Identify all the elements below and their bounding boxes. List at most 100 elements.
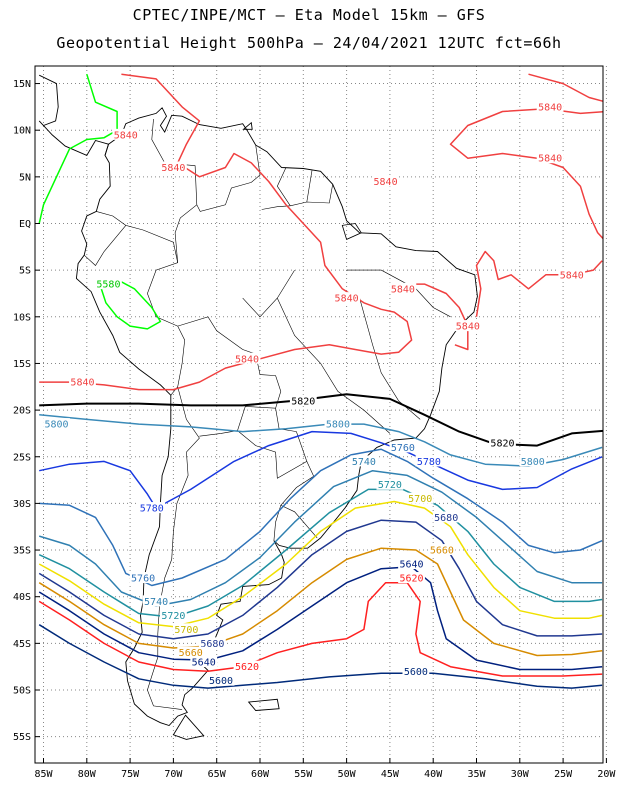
contour-label-bg: [389, 441, 417, 453]
contour-label-bg: [95, 278, 122, 290]
contour-5580: [38, 73, 118, 224]
contour-label: 5660: [430, 546, 454, 557]
contour-label-bg: [558, 268, 586, 280]
contour-label: 5600: [404, 667, 428, 678]
contour-label-bg: [406, 492, 434, 504]
contour-label: 5820: [291, 396, 315, 407]
contour-label-bg: [389, 282, 417, 294]
contour-label-bg: [536, 152, 564, 164]
lat-tick-label: 25S: [13, 452, 31, 463]
contour-label: 5840: [70, 378, 94, 389]
country-border: [170, 325, 186, 396]
country-border: [306, 170, 313, 203]
lat-tick-label: 15S: [13, 359, 31, 370]
lon-tick-label: 70W: [164, 769, 183, 780]
contour-label: 5840: [114, 130, 138, 141]
lon-tick-label: 55W: [294, 769, 313, 780]
contour-5740: [38, 469, 603, 607]
contour-5680: [38, 519, 603, 640]
lat-tick-label: 50S: [13, 686, 31, 697]
contour-label-bg: [233, 352, 261, 364]
contour-5820: [39, 393, 603, 447]
country-border: [174, 145, 261, 263]
lon-tick-label: 35W: [467, 769, 486, 780]
contour-label: 5780: [140, 504, 164, 515]
contour-5840: [475, 250, 603, 317]
lat-tick-label: 30S: [13, 499, 31, 510]
contour-label-bg: [432, 511, 460, 523]
contour-label-bg: [289, 394, 317, 406]
contour-label-bg: [398, 558, 425, 570]
lon-tick-label: 30W: [511, 769, 530, 780]
height-contours: [38, 73, 603, 689]
plot-frame: [34, 65, 604, 764]
country-border: [280, 461, 318, 539]
contour-label-bg: [519, 455, 547, 467]
contour-label: 5840: [538, 154, 562, 165]
contour-5620: [38, 581, 603, 677]
lat-tick-label: 35S: [13, 546, 31, 557]
lon-tick-label: 75W: [121, 769, 140, 780]
central-america-coast: [38, 120, 110, 156]
contour-label-bg: [415, 455, 443, 467]
lon-tick-label: 85W: [34, 769, 53, 780]
contour-5840: [449, 107, 603, 240]
contour-label-bg: [536, 100, 564, 112]
contour-label-bg: [160, 609, 187, 621]
map-subtitle: Geopotential Height 500hPa – 24/04/2021 …: [56, 34, 562, 52]
coastline-and-borders: [38, 74, 478, 740]
lon-tick-label: 45W: [381, 769, 400, 780]
contour-label: 5760: [131, 574, 155, 585]
country-border: [142, 229, 179, 327]
contour-label: 5780: [417, 457, 441, 468]
contour-label: 5720: [161, 611, 185, 622]
contour-label: 5640: [192, 658, 216, 669]
contour-5700: [38, 500, 603, 628]
contour-label: 5820: [490, 438, 514, 449]
country-border: [96, 211, 144, 231]
contour-label: 5840: [538, 102, 562, 113]
contour-label: 5840: [560, 270, 584, 281]
country-border: [261, 184, 333, 210]
lat-tick-label: 10N: [13, 126, 31, 137]
contour-label-bg: [324, 418, 352, 430]
contour-5840: [394, 283, 469, 351]
contour-label: 5760: [391, 443, 415, 454]
central-america-coast: [39, 74, 59, 126]
lon-tick-label: 80W: [78, 769, 97, 780]
lat-tick-label: 10S: [13, 312, 31, 323]
contour-label: 5740: [144, 597, 168, 608]
contour-label-bg: [112, 128, 140, 140]
contour-label-bg: [69, 376, 96, 388]
contour-label: 5620: [235, 662, 259, 673]
contour-label-bg: [233, 660, 261, 672]
contour-label: 5800: [44, 420, 68, 431]
contour-label-bg: [43, 418, 70, 430]
lat-tick-label: 40S: [13, 592, 31, 603]
contour-label: 5640: [400, 560, 424, 571]
contour-label: 5740: [352, 457, 376, 468]
contour-label: 5580: [96, 280, 120, 291]
contour-label-bg: [177, 646, 205, 658]
country-border: [277, 297, 391, 434]
contour-label: 5660: [179, 648, 203, 659]
lon-tick-label: 50W: [338, 769, 357, 780]
contour-label: 5840: [456, 322, 480, 333]
contour-label-bg: [138, 502, 166, 514]
lat-tick-label: 20S: [13, 406, 31, 417]
contour-label: 5800: [521, 457, 545, 468]
lat-tick-label: 5S: [19, 266, 31, 277]
lon-tick-label: 40W: [424, 769, 443, 780]
contour-5840: [528, 73, 603, 103]
lat-tick-label: 55S: [13, 732, 31, 743]
contour-label: 5840: [235, 354, 259, 365]
country-border: [83, 225, 127, 266]
axis-ticks: 15N 10N 5N EQ 5S 10S 15S 20S 25S 30S 35S 40S 45S 50S 5…: [13, 79, 616, 780]
contour-labels: 5580 5840 5840 5840 5840 5840 5840 5840 5840 5840…: [43, 100, 586, 687]
contour-5580: [99, 278, 162, 330]
contour-5780: [39, 430, 603, 509]
contour-label-bg: [350, 455, 378, 467]
contour-label: 5680: [200, 639, 224, 650]
lon-tick-label: 60W: [251, 769, 270, 780]
country-border: [276, 167, 291, 206]
